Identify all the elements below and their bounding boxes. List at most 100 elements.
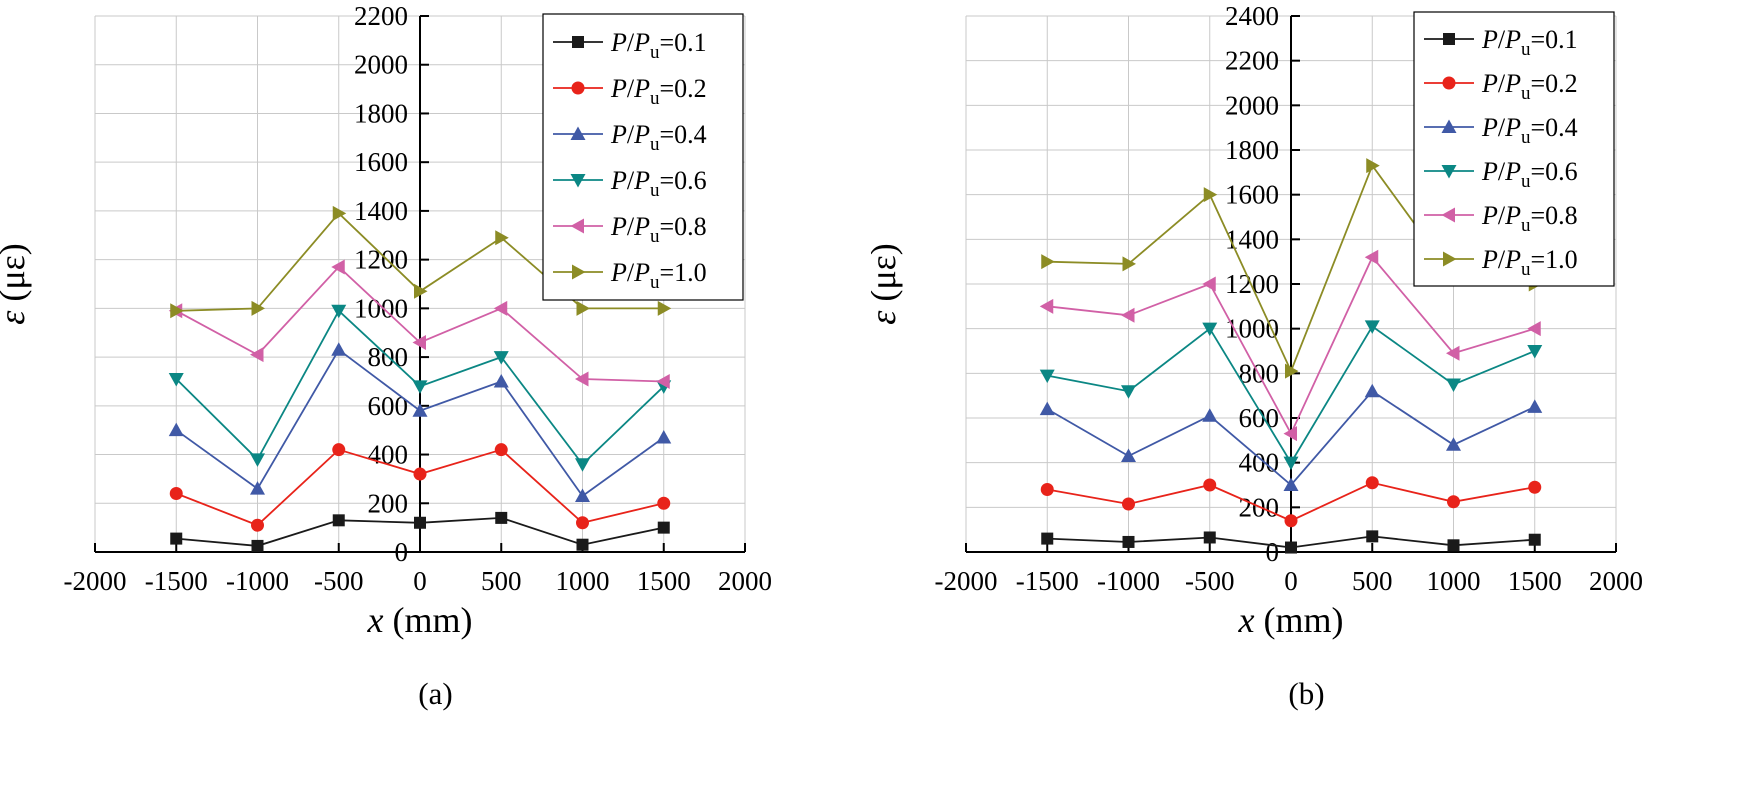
marker-triangle-up [1527,399,1543,413]
chart-panel-a: -2000 -1500 -1000 -500 0 500 1000 1500 2000 0 200 4… [0,0,871,712]
y-tick-label: 1600 [354,147,408,177]
marker-circle [251,518,264,532]
legend: P/Pu=0.1 P/Pu=0.2 P/Pu=0.4 P/Pu=0.6 P/Pu=0.8… [542,13,744,301]
marker-triangle-right [495,230,509,246]
legend-label: P/Pu=1.0 [1481,245,1578,280]
series-p-p-u-0.4 [168,342,672,502]
marker-triangle-up [1121,448,1136,462]
legend-box [1413,11,1615,287]
marker-triangle-left [250,347,264,363]
legend: P/Pu=0.1 P/Pu=0.2 P/Pu=0.4 P/Pu=0.6 P/Pu=0.8… [1413,11,1615,287]
y-tick-label: 1400 [354,196,408,226]
marker-triangle-up [575,488,590,502]
y-tick-label: 0 [395,537,409,567]
y-tick-label: 2400 [1225,1,1279,31]
legend-label: P/Pu=0.6 [610,166,707,201]
chart-b-caption: (b) [1288,676,1325,711]
marker-square [1366,530,1379,543]
marker-triangle-down [1446,378,1461,392]
marker-circle [1365,476,1379,490]
marker-triangle-left [331,259,345,275]
legend-label: P/Pu=0.8 [1481,201,1578,236]
marker-triangle-right [1041,254,1055,270]
marker-triangle-down [168,373,184,387]
series-p-p-u-0.8 [1039,249,1541,442]
marker-triangle-right [332,205,347,221]
marker-square [1443,33,1455,45]
marker-square [495,511,508,524]
marker-triangle-left [1039,298,1054,314]
marker-square [170,532,183,545]
marker-circle [332,443,346,457]
marker-square [414,516,426,529]
y-tick-label: 1200 [1225,269,1279,299]
marker-square [572,36,584,48]
marker-triangle-left [1202,276,1216,292]
marker-triangle-up [1446,437,1461,451]
marker-triangle-left [1441,207,1455,223]
marker-triangle-up [493,373,509,388]
y-tick-label: 1000 [354,293,408,323]
legend-label: P/Pu=0.8 [610,212,707,247]
marker-circle [1203,478,1217,492]
marker-triangle-left [1283,426,1297,442]
x-tick-label: -1000 [1097,566,1160,596]
legend-label: P/Pu=1.0 [610,258,707,293]
marker-square [1041,532,1054,545]
y-axis-label: ε (με) [0,243,32,325]
series-p-p-u-1.0 [170,205,672,319]
marker-triangle-down [250,453,265,467]
marker-triangle-up [1283,477,1299,491]
marker-triangle-right [170,303,184,319]
marker-triangle-right [572,264,586,280]
axes [94,15,746,553]
y-tick-label: 1200 [354,245,408,275]
marker-triangle-left [1527,321,1541,337]
marker-triangle-down [1039,369,1055,384]
marker-square [657,521,670,534]
marker-circle [1442,76,1456,90]
chart-b-canvas: -2000 -1500 -1000 -500 0 500 1000 1500 200002004… [871,1,1644,640]
marker-triangle-down [1121,385,1136,399]
legend-label: P/Pu=0.2 [1481,69,1578,104]
chart-a-canvas: -2000 -1500 -1000 -500 0 500 1000 1500 200002004… [0,1,772,640]
x-axis-label: x (mm) [1238,600,1344,640]
marker-triangle-down [570,174,586,188]
y-tick-label: 600 [1239,403,1280,433]
marker-triangle-up [1441,119,1457,133]
x-tick-label: -1500 [145,566,208,596]
marker-triangle-right [1122,256,1136,272]
x-axis-label: x (mm) [367,600,473,640]
legend-label: P/Pu=0.6 [1481,157,1578,192]
marker-triangle-down [493,351,509,365]
marker-square [1447,539,1460,552]
series-p-p-u-0.6 [1039,320,1543,471]
marker-triangle-left [1446,345,1460,361]
legend-label: P/Pu=0.2 [610,74,707,109]
x-tick-label: -1000 [226,566,289,596]
marker-square [1203,531,1216,544]
marker-circle [1528,480,1542,494]
series-p-p-u-0.2 [169,443,671,532]
legend-label: P/Pu=0.1 [610,28,707,63]
x-tick-label: -2000 [935,566,998,596]
marker-circle [576,516,589,530]
x-tick-label: -1500 [1016,566,1079,596]
y-tick-label: 0 [1266,537,1280,567]
y-tick-label: 600 [368,391,409,421]
marker-triangle-down [575,458,590,472]
marker-triangle-right [657,300,672,316]
marker-triangle-right [1285,363,1299,379]
y-tick-label: 2000 [1225,90,1279,120]
marker-circle [413,467,427,481]
marker-circle [494,443,508,457]
marker-triangle-down [1202,322,1218,337]
marker-circle [1040,482,1054,496]
marker-triangle-right [1366,158,1380,174]
tick-labels: -2000 -1500 -1000 -500 0 500 1000 1500 200002004… [935,1,1644,596]
legend-label: P/Pu=0.1 [1481,25,1578,60]
marker-square [1122,535,1135,548]
series-p-p-u-0.6 [168,304,672,472]
marker-triangle-left [575,371,589,387]
